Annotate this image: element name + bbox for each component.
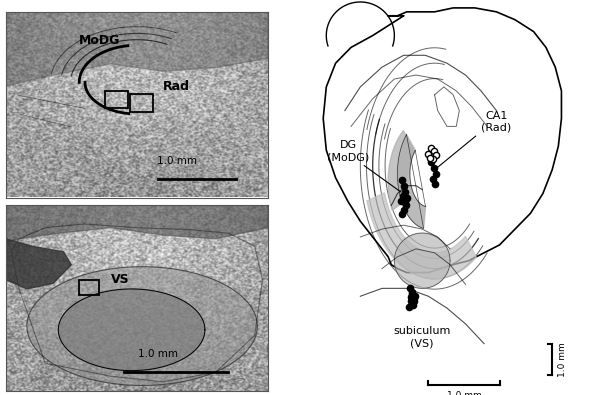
Polygon shape <box>397 135 425 228</box>
Text: DG
(MoDG): DG (MoDG) <box>327 140 369 163</box>
Text: 1.0 mm: 1.0 mm <box>558 342 568 377</box>
Polygon shape <box>6 205 268 243</box>
Text: 1.0 mm: 1.0 mm <box>447 391 481 395</box>
Text: 1.0 mm: 1.0 mm <box>158 156 198 166</box>
Polygon shape <box>388 131 414 211</box>
Text: CA1
(Rad): CA1 (Rad) <box>481 111 512 133</box>
Text: VS: VS <box>111 273 129 286</box>
Text: MoDG: MoDG <box>79 34 121 47</box>
Polygon shape <box>27 267 257 386</box>
Polygon shape <box>6 239 71 289</box>
Bar <box>130 94 152 112</box>
Text: 1.0 mm: 1.0 mm <box>138 350 178 359</box>
Text: Rad: Rad <box>163 80 190 92</box>
Polygon shape <box>6 12 268 86</box>
Polygon shape <box>367 193 477 279</box>
Bar <box>105 91 128 108</box>
Polygon shape <box>394 233 450 288</box>
Text: subiculum
(VS): subiculum (VS) <box>393 326 451 348</box>
Bar <box>79 280 99 295</box>
Polygon shape <box>58 289 205 371</box>
